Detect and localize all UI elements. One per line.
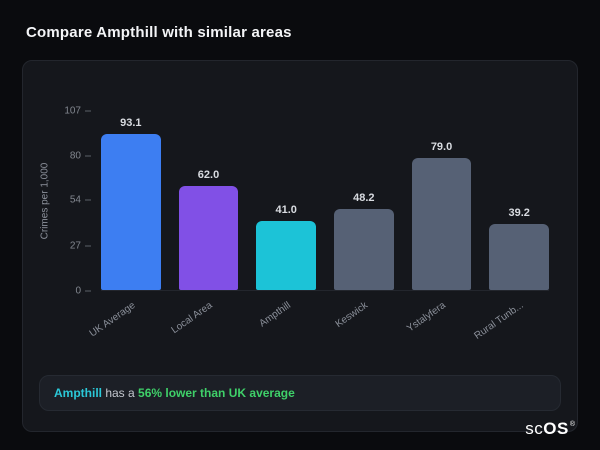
scos-logo: sc OS ®: [525, 420, 575, 437]
bar-rural-tunb[interactable]: [489, 224, 550, 290]
y-tick: 0: [75, 286, 91, 297]
bar-local-area[interactable]: [178, 186, 239, 290]
y-tick-mark: [85, 110, 91, 112]
y-axis-ticks: 107 80 54 27 0: [53, 106, 91, 297]
page-title: Compare Ampthill with similar areas: [26, 24, 292, 41]
bar-column: 62.0 Local Area: [170, 111, 239, 336]
bar-ampthill[interactable]: [256, 221, 317, 290]
bar-column: 48.2 Keswick: [334, 111, 394, 330]
scos-logo-prefix: sc: [525, 419, 544, 438]
y-tick: 27: [70, 240, 91, 251]
y-tick-mark: [85, 245, 91, 247]
y-axis-title: Crimes per 1,000: [37, 111, 53, 291]
bar-value-label: 41.0: [275, 204, 297, 217]
y-tick-label: 27: [69, 240, 81, 252]
y-tick: 80: [70, 151, 91, 162]
bar-value-label: 48.2: [353, 192, 375, 205]
bar-value-label: 62.0: [197, 169, 220, 182]
bar-column: 79.0 Ystalyfera: [405, 111, 472, 335]
annotation-subject: Ampthill: [54, 386, 102, 400]
y-axis-title-text: Crimes per 1,000: [39, 162, 51, 240]
chart-card: Crimes per 1,000 107 80 54 27 0 93.1 UK Avera…: [22, 60, 578, 432]
y-tick: 107: [64, 106, 91, 117]
bar-column: 39.2 Rural Tunb...: [472, 111, 550, 342]
y-tick-label: 54: [69, 194, 81, 206]
annotation-box: Ampthill has a 56% lower than UK average: [39, 375, 561, 411]
y-tick-mark: [85, 155, 91, 157]
y-tick-mark: [85, 290, 91, 292]
scos-logo-suffix: OS: [543, 419, 569, 438]
y-tick-label: 107: [64, 105, 81, 117]
bar-column: 93.1 UK Average: [87, 111, 161, 340]
plot-area: 93.1 UK Average 62.0 Local Area 41.0 Ampthill…: [87, 111, 550, 342]
annotation-middle: has a: [102, 386, 139, 400]
chart-area: Crimes per 1,000 107 80 54 27 0 93.1 UK Avera…: [23, 61, 577, 342]
y-tick-label: 0: [75, 285, 81, 297]
registered-mark: ®: [569, 421, 575, 428]
annotation-highlight: 56% lower than UK average: [138, 386, 295, 400]
bar-column: 41.0 Ampthill: [256, 111, 317, 329]
y-tick-label: 80: [69, 150, 81, 162]
bar-ystalyfera[interactable]: [411, 157, 472, 290]
bar-value-label: 79.0: [430, 140, 453, 153]
y-tick: 54: [70, 195, 91, 206]
bar-value-label: 39.2: [508, 207, 530, 220]
bar-uk-average[interactable]: [101, 134, 161, 290]
bar-keswick[interactable]: [334, 209, 394, 290]
bar-value-label: 93.1: [120, 117, 142, 130]
y-tick-mark: [85, 199, 91, 201]
